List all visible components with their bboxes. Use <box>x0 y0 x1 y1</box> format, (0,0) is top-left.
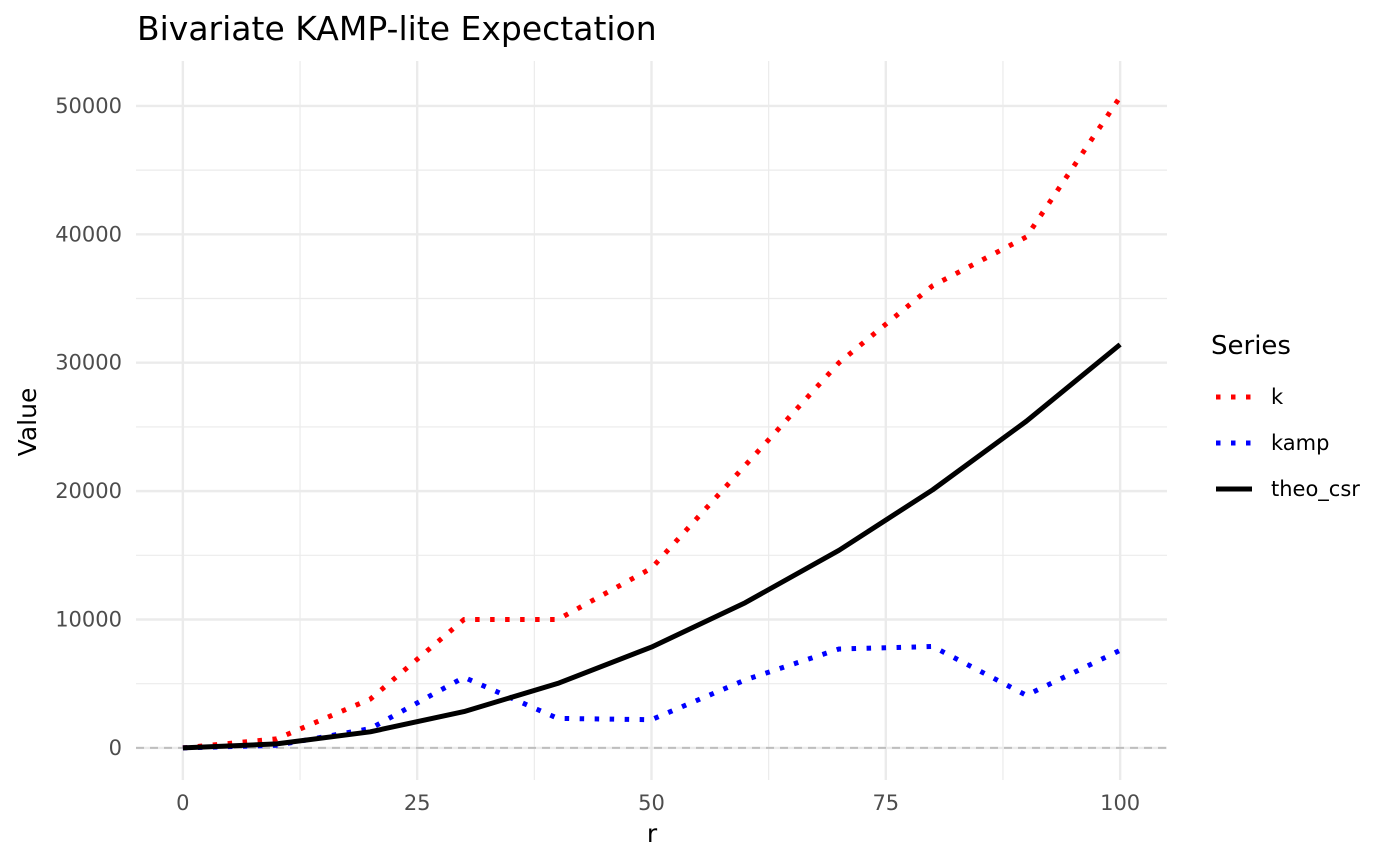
y-tick-labels: 0 10000 20000 30000 40000 50000 <box>55 94 122 760</box>
y-tick-label: 0 <box>109 736 122 760</box>
y-tick-label: 20000 <box>55 479 122 503</box>
x-axis-title: r <box>647 819 658 848</box>
legend-items: k kamp theo_csr <box>1216 385 1360 502</box>
legend: Series k kamp theo_csr <box>1211 331 1360 502</box>
chart-title: Bivariate KAMP-lite Expectation <box>137 9 657 48</box>
y-tick-label: 10000 <box>55 608 122 632</box>
legend-label-kamp: kamp <box>1271 431 1329 455</box>
grid-major <box>136 61 1167 780</box>
legend-label-theo_csr: theo_csr <box>1271 477 1360 502</box>
x-tick-labels: 0 25 50 75 100 <box>176 791 1140 815</box>
y-tick-label: 30000 <box>55 351 122 375</box>
series-layer <box>182 95 1123 751</box>
x-tick-label: 50 <box>638 791 665 815</box>
legend-label-k: k <box>1271 385 1284 409</box>
series-line-theo_csr <box>182 342 1122 751</box>
x-tick-label: 75 <box>872 791 899 815</box>
y-tick-label: 50000 <box>55 94 122 118</box>
y-axis-title: Value <box>13 388 42 457</box>
legend-title: Series <box>1211 331 1291 361</box>
y-tick-label: 40000 <box>55 222 122 246</box>
x-tick-label: 25 <box>404 791 431 815</box>
x-tick-label: 0 <box>176 791 189 815</box>
x-tick-label: 100 <box>1100 791 1140 815</box>
